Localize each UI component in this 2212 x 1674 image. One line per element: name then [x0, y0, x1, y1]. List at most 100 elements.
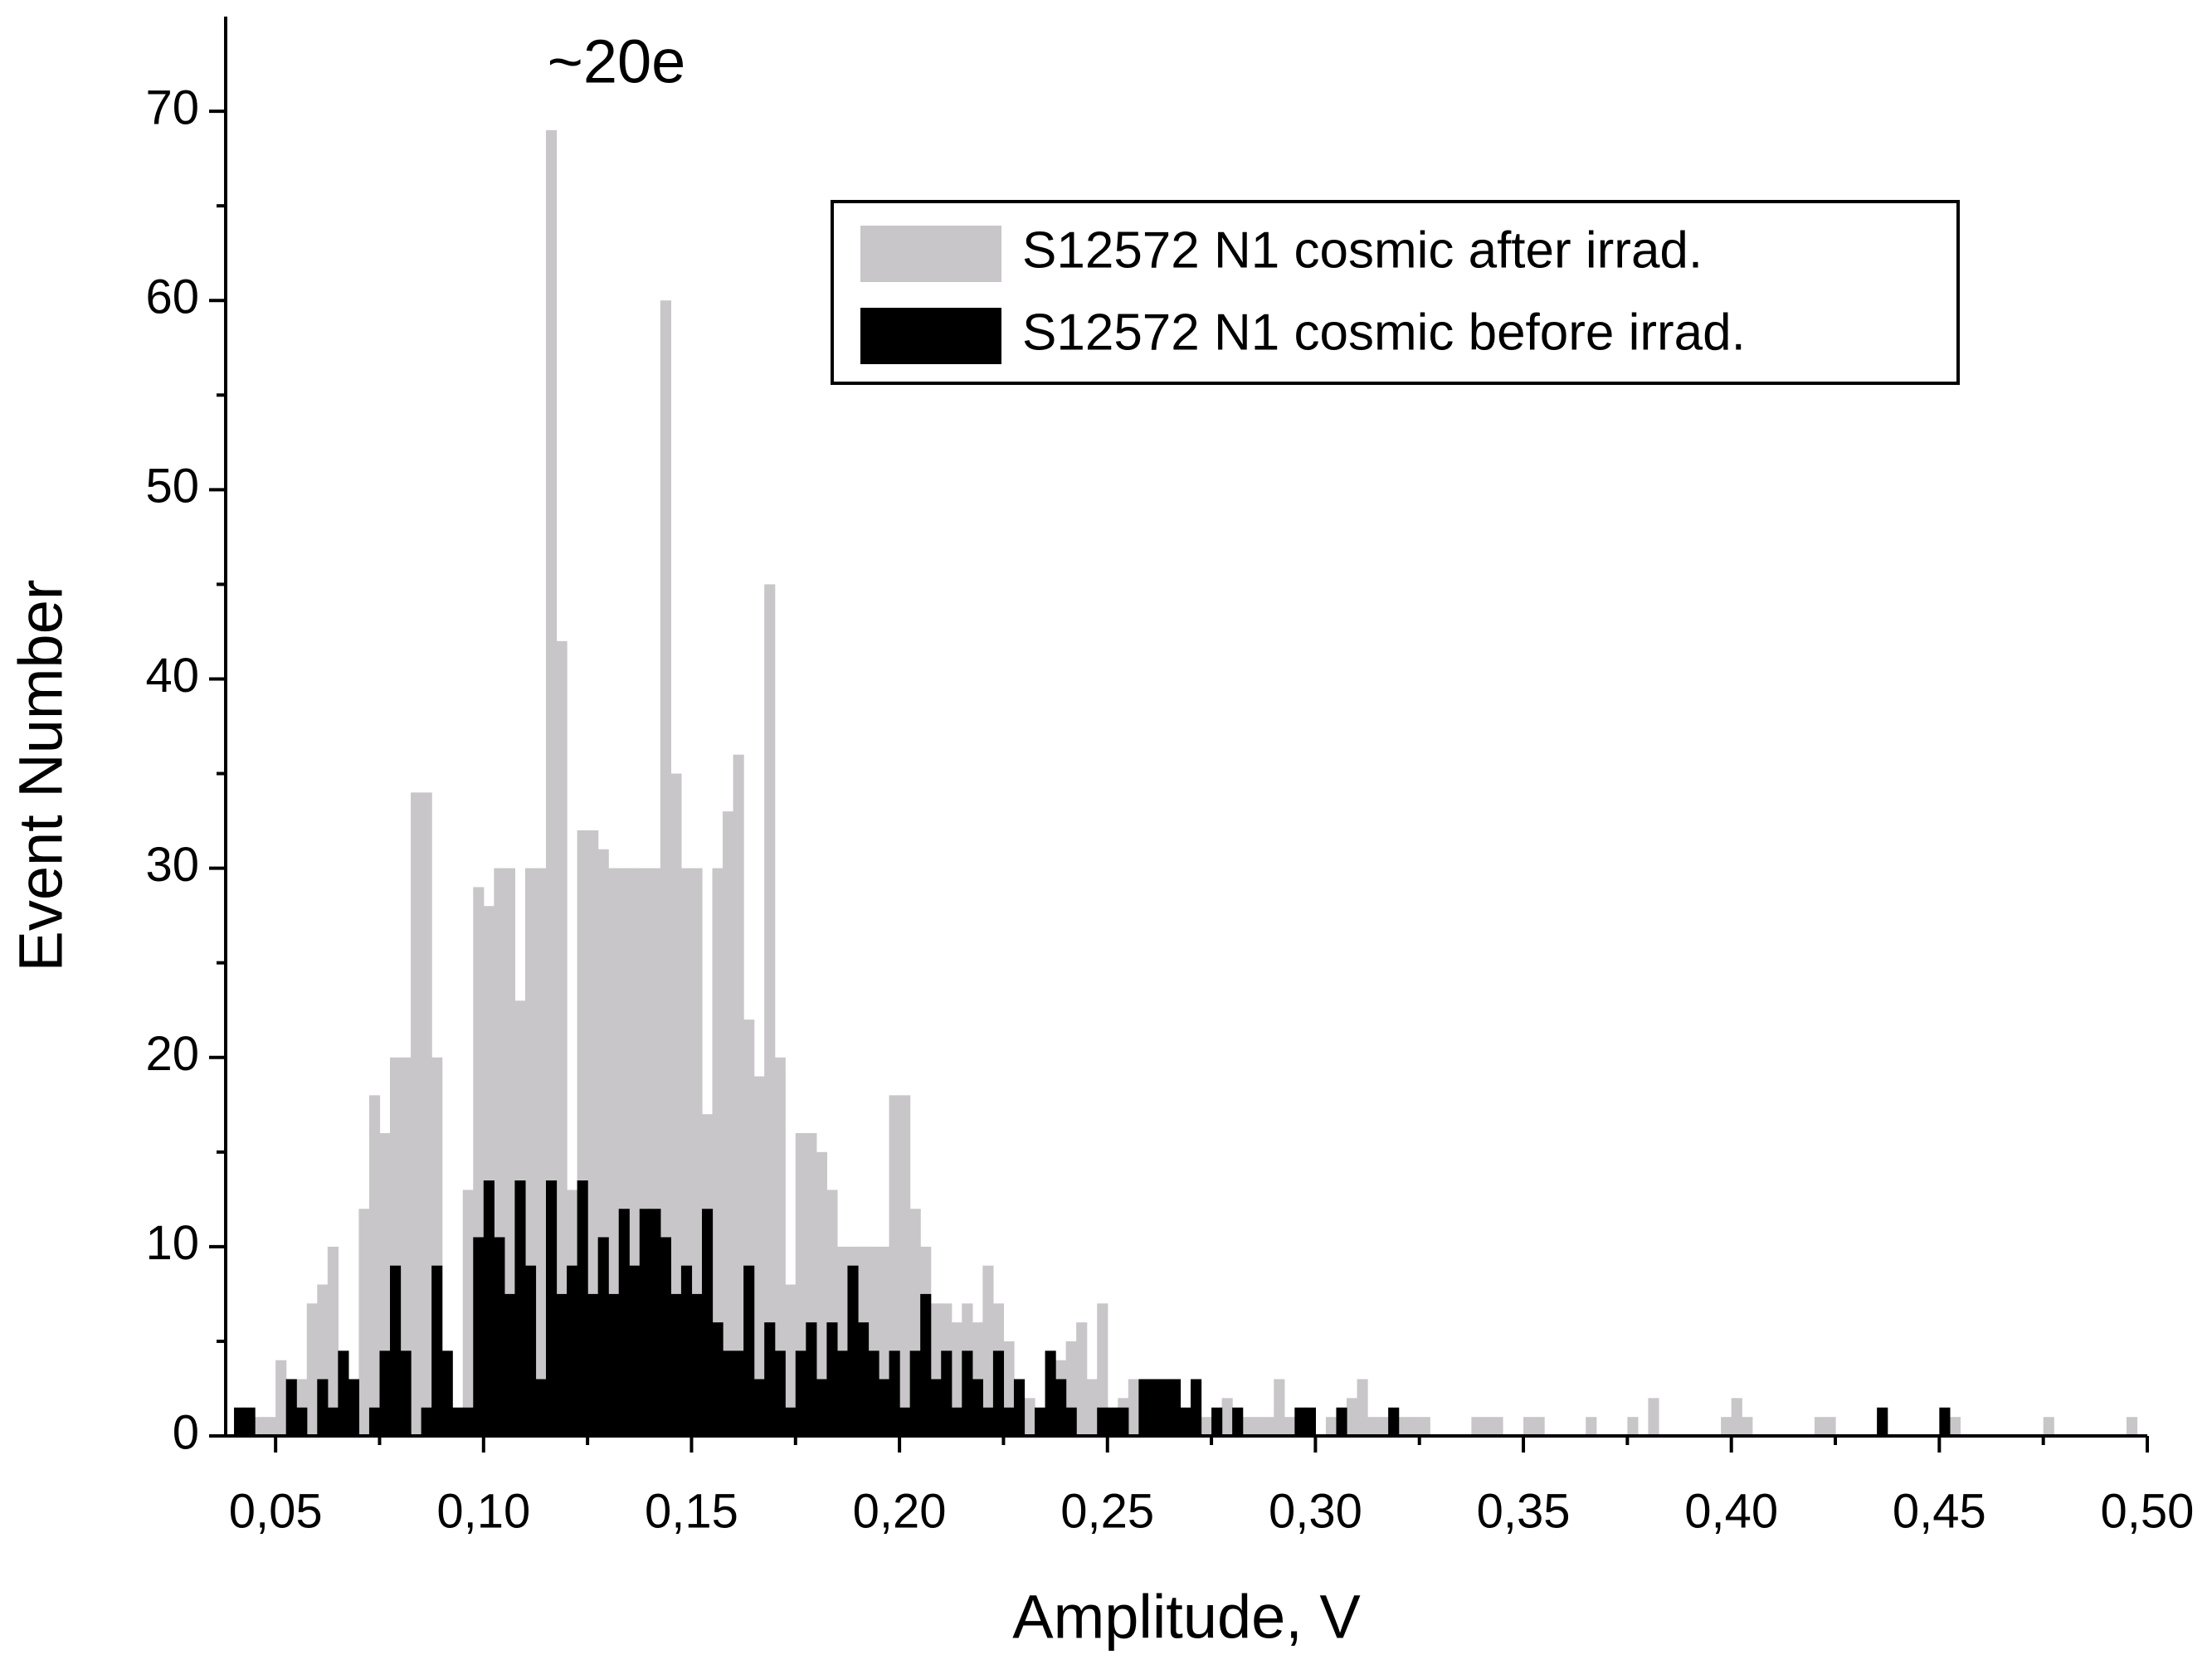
bar: [462, 1190, 474, 1436]
bar: [317, 1379, 329, 1436]
y-tick-label: 10: [145, 1216, 199, 1270]
bar: [1013, 1379, 1026, 1436]
bar: [514, 1180, 526, 1436]
bar: [556, 1293, 568, 1436]
bar: [421, 1407, 432, 1436]
x-tick-label: 0,10: [436, 1484, 530, 1538]
bar: [1159, 1379, 1171, 1436]
bar: [1232, 1407, 1244, 1436]
x-tick-label: 0,25: [1060, 1484, 1154, 1538]
bar: [338, 1350, 349, 1436]
bar: [806, 1322, 817, 1436]
bar: [1086, 1379, 1098, 1436]
bar: [1877, 1407, 1888, 1436]
bar: [618, 1209, 630, 1436]
bar: [1076, 1322, 1088, 1436]
bar: [691, 1293, 703, 1436]
bar: [899, 1095, 911, 1436]
bar: [909, 1350, 921, 1436]
bar: [1586, 1417, 1597, 1436]
bars: [234, 129, 2138, 1437]
x-tick-label: 0,35: [1477, 1484, 1571, 1538]
bar: [785, 1284, 797, 1436]
bar: [1055, 1379, 1067, 1436]
bar: [244, 1407, 256, 1436]
bar: [348, 1379, 360, 1436]
bar: [930, 1379, 942, 1436]
bar: [1481, 1417, 1493, 1436]
bar: [1492, 1417, 1503, 1436]
bar: [1263, 1417, 1274, 1436]
bar: [368, 1095, 381, 1436]
y-tick-label: 30: [145, 838, 199, 892]
bar: [1180, 1407, 1191, 1436]
x-tick-label: 0,20: [853, 1484, 947, 1538]
bar: [1065, 1407, 1077, 1436]
bar: [275, 1360, 287, 1436]
bar: [992, 1350, 1005, 1436]
bar: [1097, 1303, 1108, 1436]
bar: [1409, 1417, 1420, 1436]
bar: [1367, 1417, 1379, 1436]
bar: [733, 1350, 744, 1436]
bar: [723, 811, 734, 1436]
bar: [1201, 1417, 1212, 1436]
bar: [1211, 1407, 1223, 1436]
bar: [1377, 1417, 1389, 1436]
bar: [2126, 1417, 2138, 1436]
bar: [982, 1265, 994, 1436]
bar: [1347, 1398, 1358, 1436]
bar: [577, 1180, 588, 1436]
bar: [1294, 1407, 1306, 1436]
bar: [1097, 1407, 1108, 1436]
bar: [1721, 1417, 1732, 1436]
bar: [723, 1350, 734, 1436]
bar: [2043, 1417, 2054, 1436]
bar: [847, 1265, 859, 1436]
y-axis-title: Event Number: [7, 580, 76, 972]
bar: [764, 1322, 776, 1436]
x-tick-label: 0,05: [229, 1484, 323, 1538]
bar: [296, 1407, 308, 1436]
bar: [1242, 1417, 1254, 1436]
bar: [774, 1057, 786, 1436]
bar: [1742, 1417, 1753, 1436]
bar: [660, 1237, 671, 1436]
bar: [306, 1303, 318, 1436]
bar: [285, 1379, 297, 1436]
bar: [920, 1293, 932, 1436]
bar: [1398, 1417, 1410, 1436]
bar: [857, 1322, 870, 1436]
bar: [1814, 1417, 1826, 1436]
bar: [743, 1265, 755, 1436]
bar: [587, 1293, 599, 1436]
bar: [473, 1237, 485, 1436]
bar: [753, 1076, 765, 1436]
bar: [535, 868, 547, 1436]
bar: [868, 1350, 879, 1436]
bar: [680, 1265, 693, 1436]
legend-box: [831, 200, 1960, 385]
bar: [1045, 1350, 1056, 1436]
bar: [411, 792, 422, 1436]
legend-label: S12572 N1 cosmic before irrad.: [1022, 304, 1746, 361]
x-tick-label: 0,30: [1269, 1484, 1362, 1538]
bar: [670, 1293, 682, 1436]
bar: [421, 792, 432, 1436]
bar: [1169, 1379, 1182, 1436]
bar: [1304, 1407, 1317, 1436]
bar: [1138, 1379, 1150, 1436]
bar: [1357, 1379, 1368, 1436]
x-tick-label: 0,50: [2101, 1484, 2195, 1538]
bar: [400, 1057, 412, 1436]
bar: [567, 1265, 578, 1436]
x-tick-label: 0,45: [1893, 1484, 1986, 1538]
bar: [1253, 1417, 1264, 1436]
y-tick-label: 70: [145, 80, 199, 134]
bar: [816, 1151, 827, 1436]
bar: [452, 1407, 464, 1436]
bar: [889, 1350, 900, 1436]
y-tick-label: 20: [145, 1027, 199, 1081]
bar: [1939, 1407, 1951, 1436]
bar: [494, 1237, 505, 1436]
